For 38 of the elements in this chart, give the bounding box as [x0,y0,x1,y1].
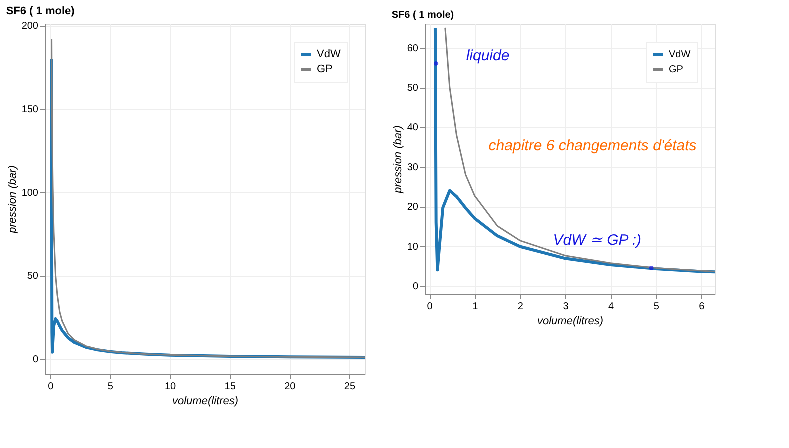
x-tick-label: 0 [48,382,54,392]
x-tick-label: 25 [344,382,356,392]
chart-title: SF6 ( 1 mole) [6,6,76,18]
legend-label: VdW [317,48,342,60]
y-tick-label: 0 [412,282,419,293]
annotation: VdW ≃ GP :) [553,232,642,250]
x-tick-label: 4 [608,302,614,312]
y-tick-label: 30 [407,162,419,174]
y-tick-label: 50 [27,271,39,282]
y-axis-title: pression (bar) [392,125,404,194]
y-axis-title: pression (bar) [6,165,19,234]
x-tick-label: 0 [427,302,434,312]
x-tick-label: 5 [108,382,114,392]
y-tick-label: 60 [407,43,419,54]
y-tick-label: 150 [22,104,39,116]
y-tick-label: 10 [407,242,419,253]
x-tick-label: 3 [563,302,570,312]
y-tick-label: 100 [22,188,39,199]
x-tick-label: 2 [518,302,524,312]
legend-label: VdW [669,50,692,60]
y-tick-label: 0 [32,354,39,366]
y-tick-label: 20 [407,202,419,214]
x-tick-label: 20 [284,382,296,392]
chart-title: SF6 ( 1 mole) [392,10,454,21]
x-tick-label: 1 [472,302,479,312]
y-tick-label: 200 [22,21,39,32]
annotation: chapitre 6 changements d'états [488,138,698,154]
x-tick-label: 15 [224,382,236,392]
x-axis-title: volume(litres) [537,316,604,328]
y-tick-label: 50 [407,83,419,94]
legend-label: GP [669,64,684,76]
x-tick-label: 10 [164,382,177,392]
x-tick-label: 6 [699,302,706,312]
x-axis-title: volume(litres) [172,396,239,408]
annotation: liquide [466,48,510,65]
legend-label: GP [317,64,333,76]
y-tick-label: 40 [407,122,419,134]
x-tick-label: 5 [654,302,660,312]
